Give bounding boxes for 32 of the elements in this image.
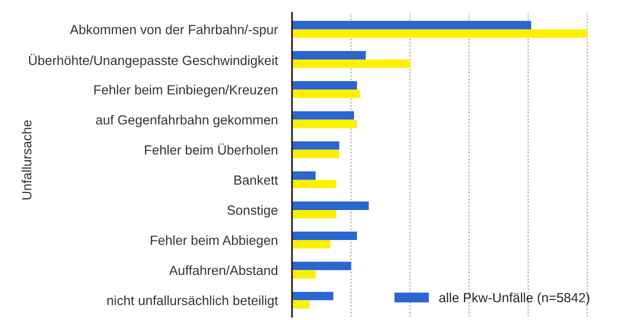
y-tick-label: Abkommen von der Fahrbahn/-spur — [70, 24, 278, 37]
bar — [292, 141, 340, 150]
y-tick-label: Überhöhte/Unangepasste Geschwindigkeit — [29, 54, 278, 68]
y-axis-title: Unfallursache — [22, 120, 32, 200]
bar — [292, 292, 334, 300]
bar — [292, 90, 360, 98]
bar — [292, 232, 357, 240]
bar — [292, 81, 357, 90]
bar — [292, 270, 316, 279]
bar — [292, 51, 366, 60]
bar — [292, 20, 532, 30]
bar — [292, 262, 352, 270]
y-tick-label: Fehler beim Abbiegen — [150, 235, 278, 248]
bar — [292, 300, 310, 309]
bar — [292, 29, 588, 38]
y-tick-label: Bankett — [234, 175, 278, 185]
bar — [292, 111, 354, 120]
bar — [292, 240, 330, 248]
bar — [292, 210, 336, 218]
bar — [292, 150, 340, 158]
bar — [292, 59, 410, 68]
bar — [292, 180, 336, 188]
bar — [292, 202, 369, 210]
y-tick-label: auf Gegenfahrbahn gekommen — [96, 114, 278, 128]
y-tick-label: Fehler beim Überholen — [144, 143, 278, 155]
bar — [292, 120, 357, 128]
legend-label: alle Pkw-Unfälle (n=5842) — [439, 292, 590, 305]
y-tick-label: Sonstige — [227, 205, 278, 218]
y-tick-label: Auffahren/Abstand — [169, 265, 278, 276]
y-tick-label: Fehler beim Einbiegen/Kreuzen — [94, 84, 278, 98]
y-tick-label: nicht unfallursächlich beteiligt — [107, 295, 278, 308]
bar — [292, 171, 316, 180]
